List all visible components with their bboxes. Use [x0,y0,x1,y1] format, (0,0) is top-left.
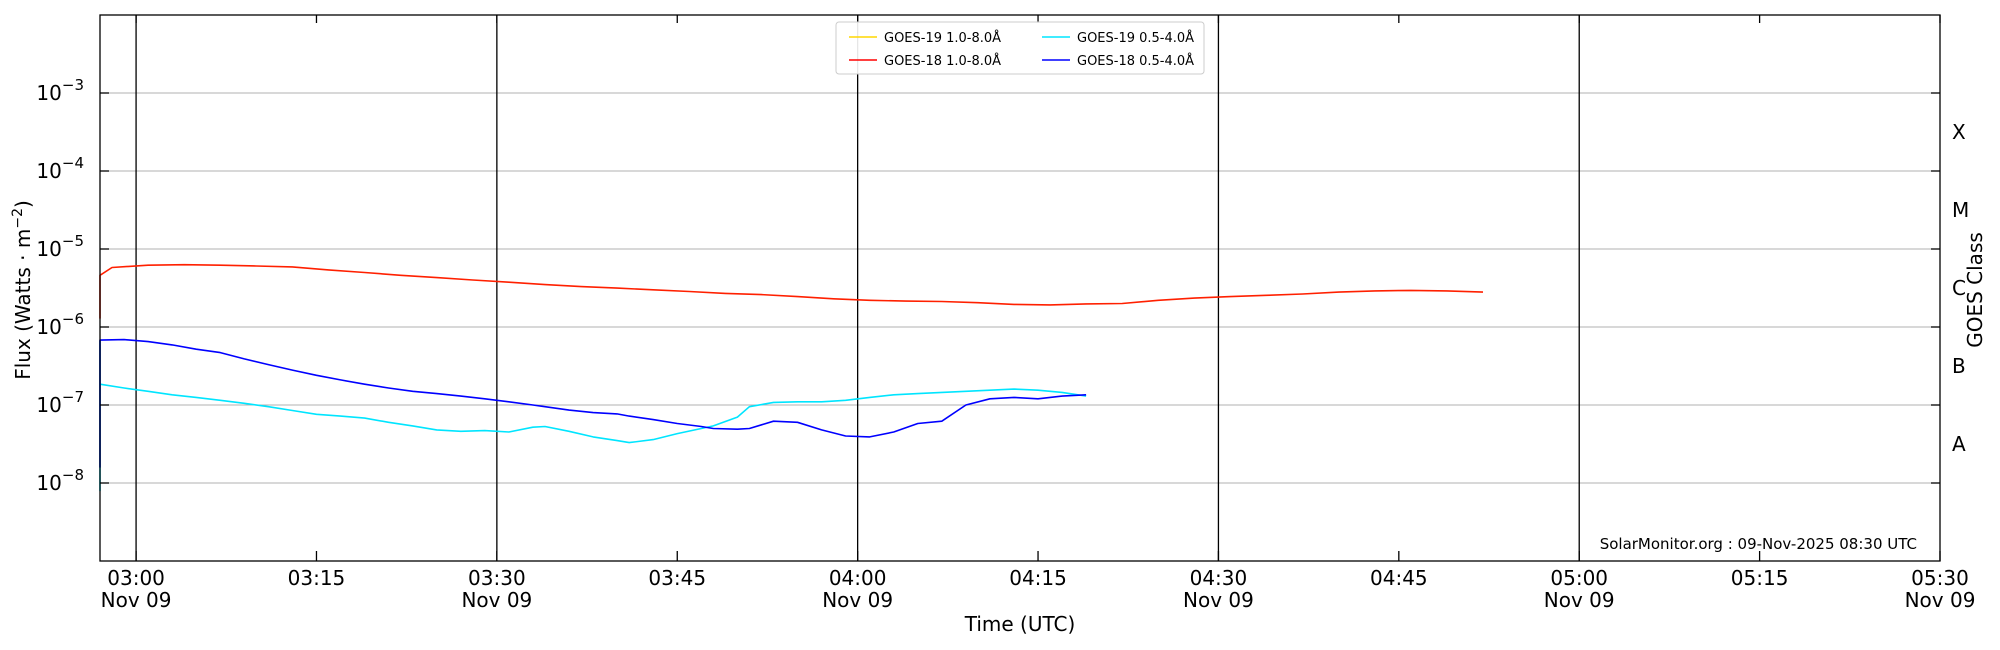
goes-class-label: M [1952,198,1969,222]
legend-label: GOES-18 1.0-8.0Å [884,53,1001,69]
y-tick-label: 10−6 [36,310,84,339]
y-tick-label: 10−5 [36,232,84,261]
x-tick-label: 05:30 [1911,566,1969,590]
legend-label: GOES-18 0.5-4.0Å [1077,53,1194,69]
x-tick-label: 05:15 [1731,566,1789,590]
x-tick-sublabel: Nov 09 [101,588,172,612]
x-tick-sublabel: Nov 09 [461,588,532,612]
legend-box [835,21,1205,75]
y-tick-label: 10−8 [36,466,84,495]
x-tick-label: 04:30 [1190,566,1248,590]
x-tick-label: 04:45 [1370,566,1428,590]
x-tick-label: 03:00 [107,566,165,590]
source-annotation: SolarMonitor.org : 09-Nov-2025 08:30 UTC [1600,535,1917,553]
x-tick-label: 04:15 [1009,566,1067,590]
legend-label: GOES-19 1.0-8.0Å [884,30,1001,46]
y-tick-label: 10−7 [36,388,84,417]
y-tick-label: 10−3 [36,76,84,105]
x-tick-label: 03:15 [288,566,346,590]
vertical-day-markers [135,15,1580,561]
y-axis-title: Flux (Watts · m−2) [10,200,35,380]
x-tick-label: 04:00 [829,566,887,590]
x-tick-label: 03:45 [648,566,706,590]
goes-class-label: C [1952,276,1966,300]
horizontal-gridlines [100,92,1940,484]
x-tick-sublabel: Nov 09 [1905,588,1976,612]
x-tick-sublabel: Nov 09 [1544,588,1615,612]
x-tick-sublabel: Nov 09 [1183,588,1254,612]
y-axis-ticks: 10−8 10−7 10−6 10−5 10−4 10−3 [36,76,1940,495]
x-tick-sublabel: Nov 09 [822,588,893,612]
x-tick-label: 05:00 [1550,566,1608,590]
goes-class-label: X [1952,120,1966,144]
plot-frame [99,14,1941,562]
goes-class-label: A [1952,432,1966,456]
goes-class-label: B [1952,354,1966,378]
x-axis-title: Time (UTC) [964,612,1076,636]
series-line [99,340,1087,492]
right-axis-title: GOES Class [1963,232,1987,348]
goes-class-labels: A B C M X [1952,120,1969,456]
legend: GOES-19 1.0-8.0Å GOES-19 0.5-4.0Å GOES-18 … [835,21,1205,75]
y-tick-label: 10−4 [36,154,84,183]
x-tick-label: 03:30 [468,566,526,590]
series-line [99,263,1484,319]
legend-label: GOES-19 0.5-4.0Å [1077,30,1194,46]
series-lines [99,263,1484,492]
